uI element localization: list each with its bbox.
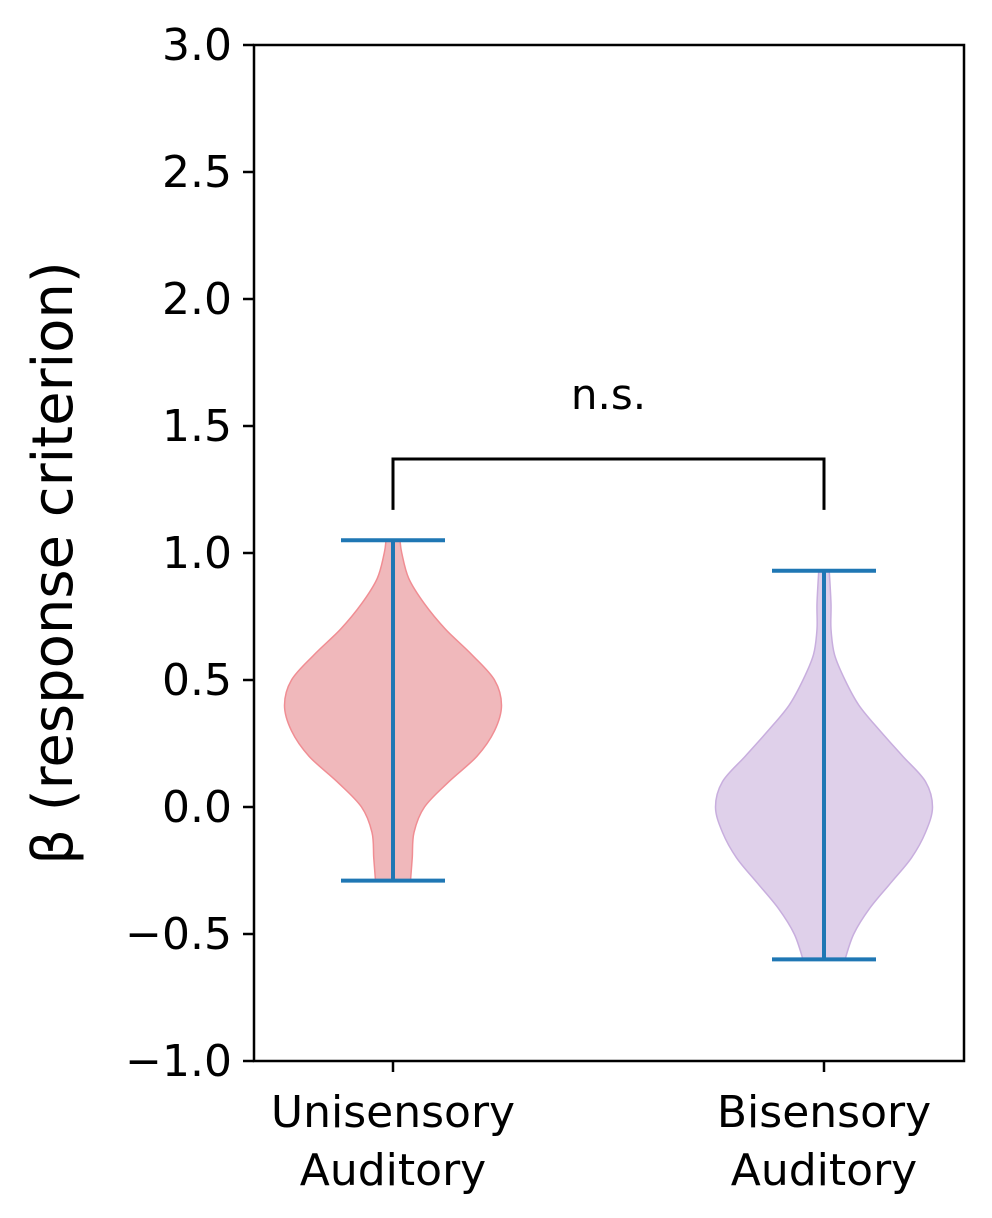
x-tick-label: Auditory (731, 1145, 917, 1196)
y-tick-label: 3.0 (162, 20, 232, 71)
whisker-layer (341, 538, 876, 962)
x-tick-label: Bisensory (717, 1087, 931, 1138)
y-tick-label: 2.5 (162, 147, 232, 198)
y-tick-label: 2.0 (162, 274, 232, 325)
y-tick-label: −1.0 (125, 1036, 232, 1087)
significance-annotation: n.s. (391, 370, 826, 510)
significance-label: n.s. (571, 370, 646, 419)
x-tick-label: Auditory (300, 1145, 486, 1196)
violin-layer (283, 539, 934, 961)
significance-bracket (391, 457, 826, 510)
x-axis: Unisensory Auditory Bisensory Auditory (271, 1061, 931, 1196)
y-axis: −1.0 −0.5 0.0 0.5 1.0 1.5 2.0 2.5 3.0 (125, 20, 254, 1087)
y-tick-label: 0.5 (162, 655, 232, 706)
y-tick-label: 1.0 (162, 528, 232, 579)
x-tick-label: Unisensory (271, 1087, 515, 1138)
y-tick-label: 0.0 (162, 782, 232, 833)
y-axis-label: β (response criterion) (21, 261, 86, 865)
y-tick-label: −0.5 (125, 909, 232, 960)
y-tick-label: 1.5 (162, 401, 232, 452)
